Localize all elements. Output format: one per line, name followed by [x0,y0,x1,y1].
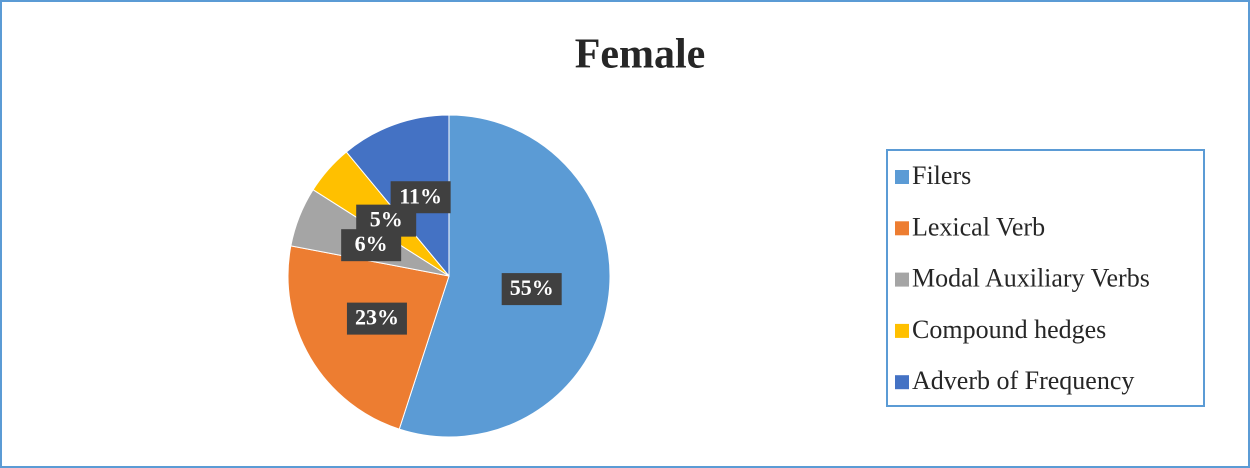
legend-marker [895,324,909,338]
legend-label: Adverb of Frequency [912,366,1134,395]
pie [288,115,610,437]
data-label: 23% [355,305,399,330]
chart: Female 55%23%6%5%11% FilersLexical VerbM… [0,0,1250,468]
legend-marker [895,273,909,287]
legend-marker [895,221,909,235]
legend-label: Filers [912,161,971,190]
data-label: 55% [510,275,554,300]
legend-marker [895,170,909,184]
legend-label: Compound hedges [912,315,1106,344]
legend-label: Modal Auxiliary Verbs [912,264,1150,293]
chart-title: Female [575,32,706,78]
data-label: 11% [399,183,442,208]
legend-marker [895,375,909,389]
legend-label: Lexical Verb [912,212,1045,241]
